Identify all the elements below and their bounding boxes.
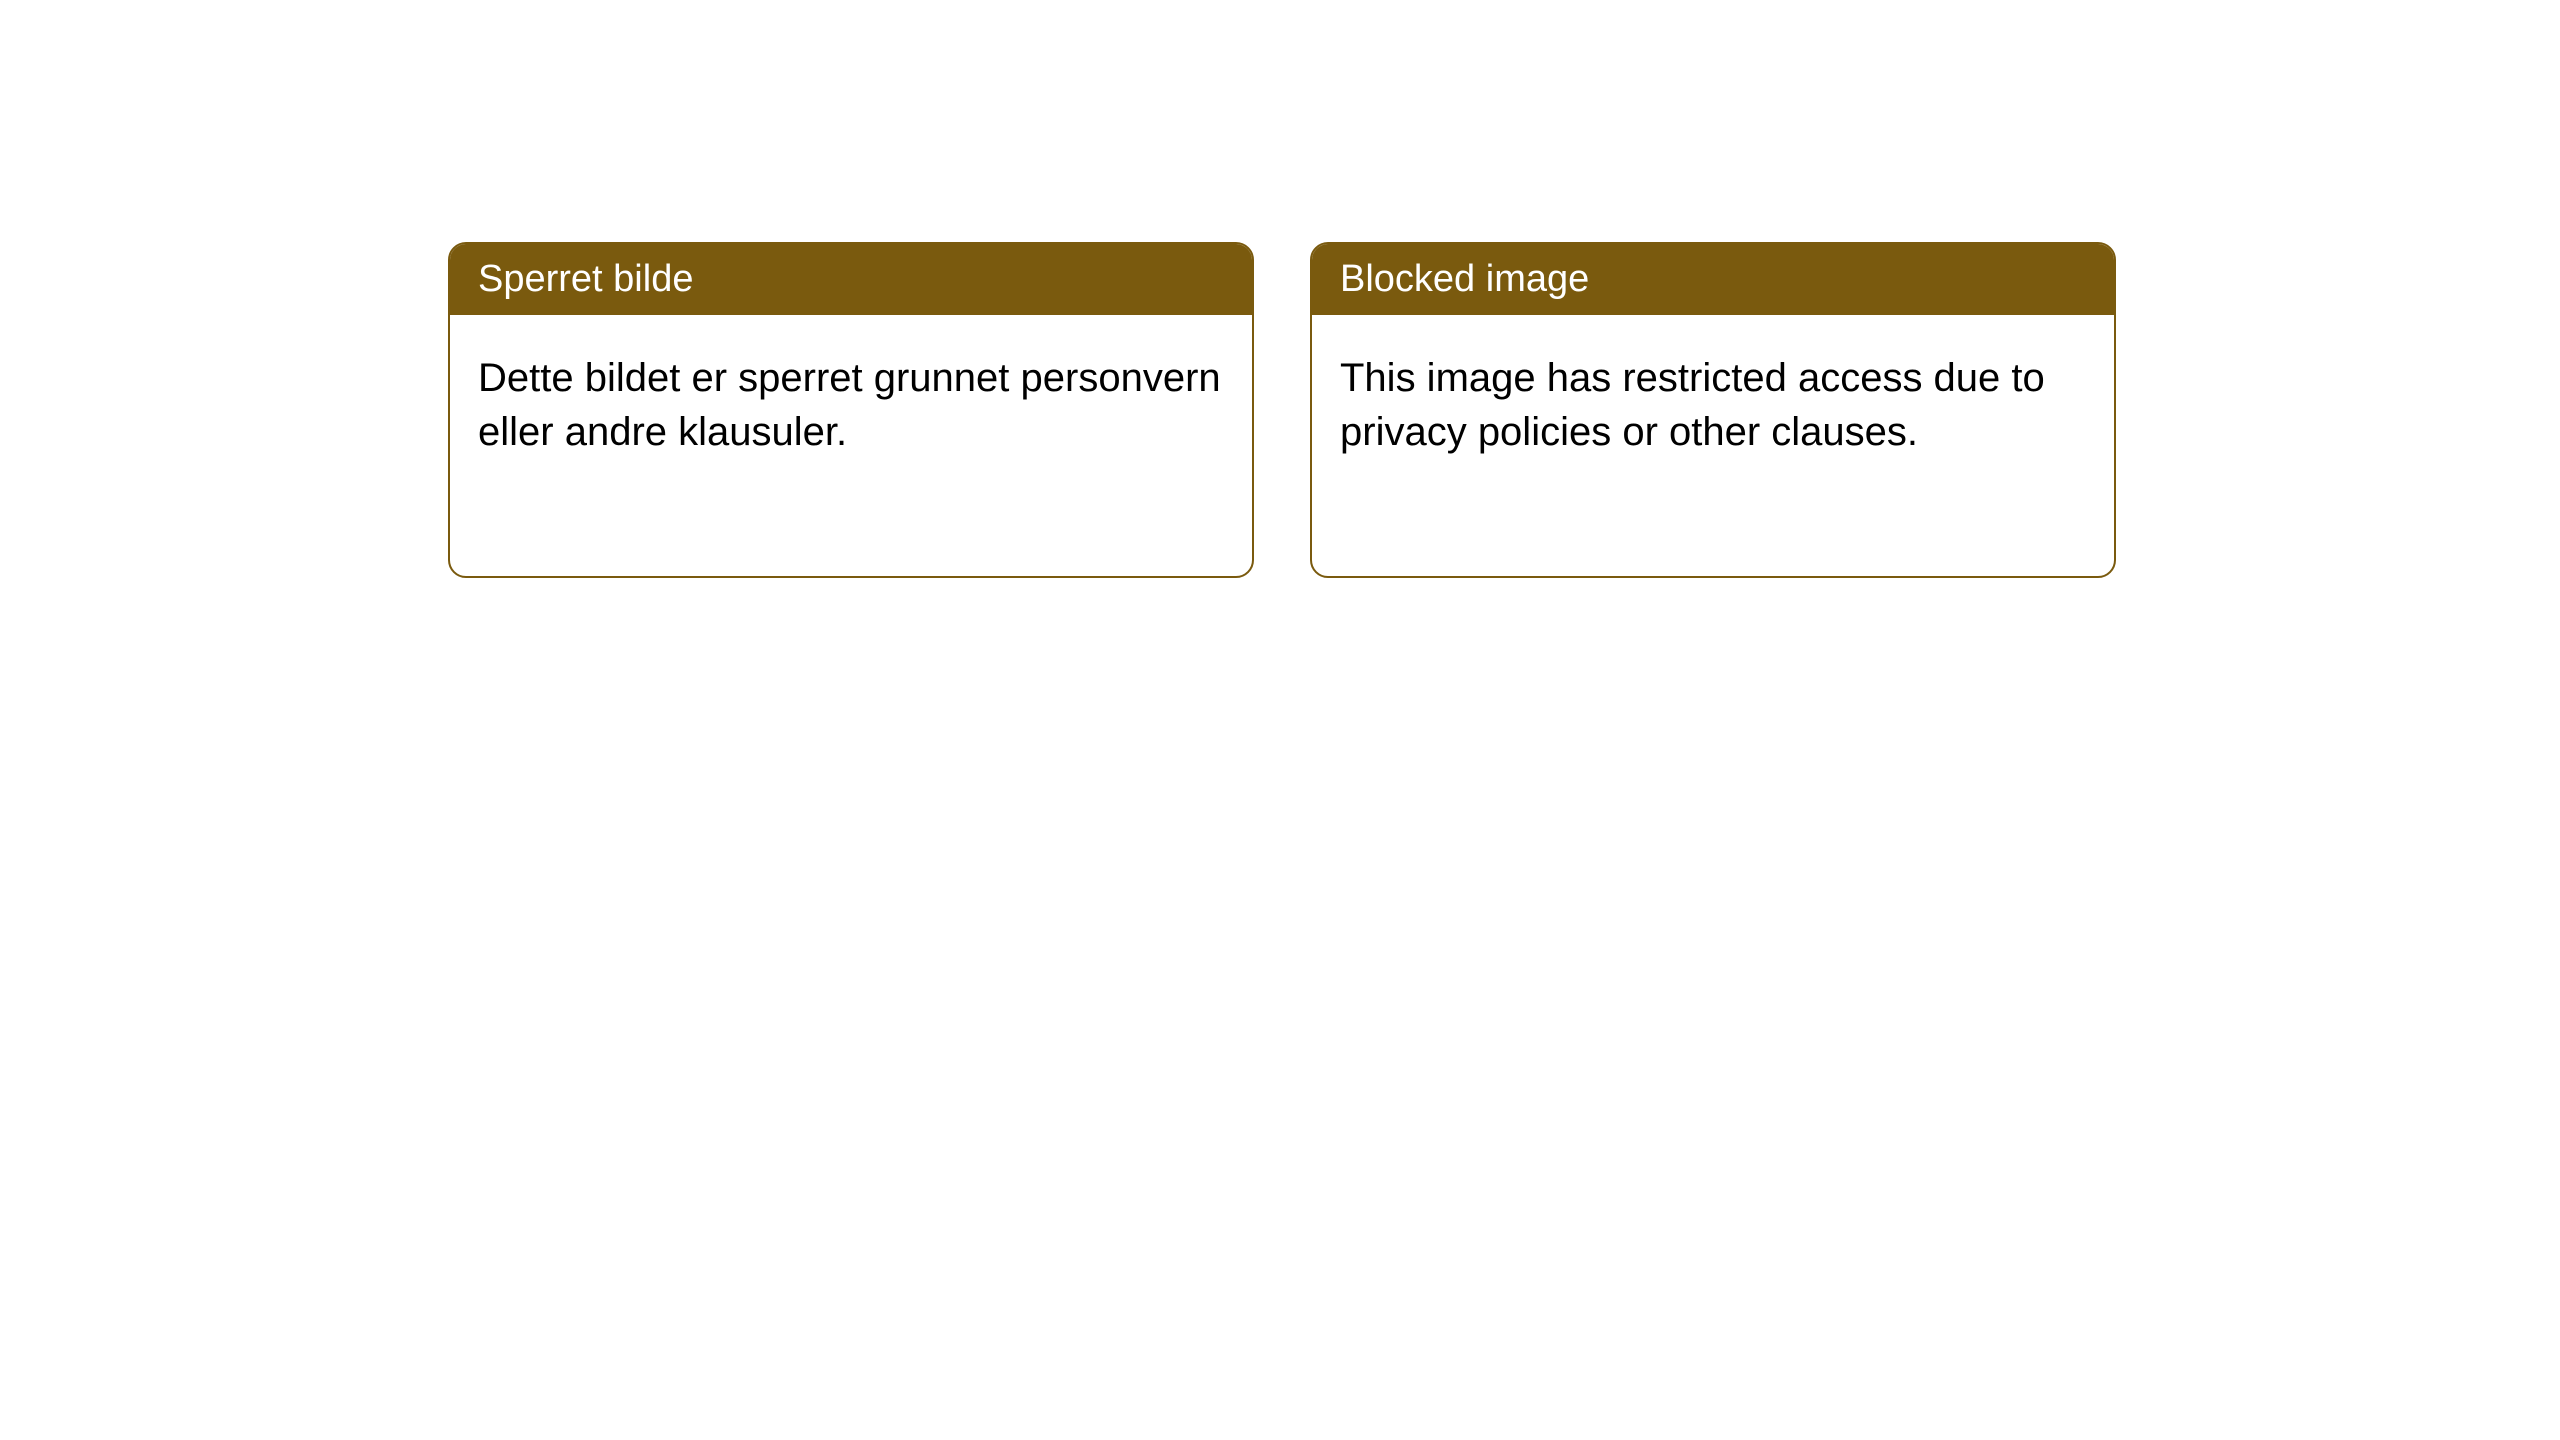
card-title: Blocked image (1340, 258, 1589, 300)
notice-card-norwegian: Sperret bilde Dette bildet er sperret gr… (448, 242, 1254, 578)
card-body: This image has restricted access due to … (1312, 315, 2114, 495)
card-body-text: Dette bildet er sperret grunnet personve… (478, 356, 1221, 454)
card-body-text: This image has restricted access due to … (1340, 356, 2045, 454)
card-title: Sperret bilde (478, 258, 693, 300)
notice-card-english: Blocked image This image has restricted … (1310, 242, 2116, 578)
notice-cards-container: Sperret bilde Dette bildet er sperret gr… (448, 242, 2116, 578)
card-header: Blocked image (1312, 244, 2114, 315)
card-header: Sperret bilde (450, 244, 1252, 315)
card-body: Dette bildet er sperret grunnet personve… (450, 315, 1252, 495)
